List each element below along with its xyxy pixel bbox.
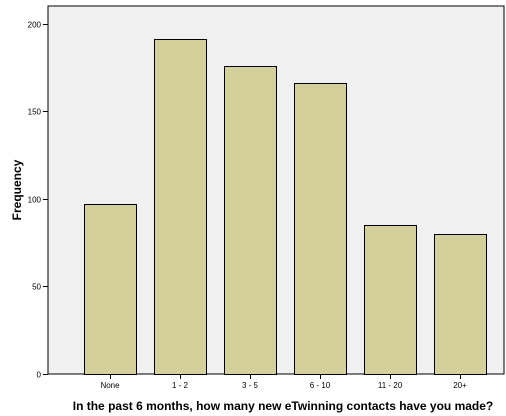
y-axis-label: Frequency — [10, 159, 24, 220]
bar — [434, 234, 487, 375]
bar — [224, 66, 277, 375]
x-tick-label: 6 - 10 — [310, 381, 331, 390]
y-tick-label: 150 — [28, 108, 42, 117]
y-axis: 0 50 100 150 200 — [28, 21, 48, 380]
x-axis-label: In the past 6 months, how many new eTwin… — [73, 399, 494, 413]
bars — [84, 39, 487, 375]
bar — [294, 83, 347, 375]
y-tick-label: 0 — [37, 371, 42, 380]
x-tick-label: 3 - 5 — [242, 381, 259, 390]
bar — [154, 39, 207, 375]
x-tick-label: None — [100, 381, 120, 390]
bar — [84, 204, 137, 375]
y-tick-label: 200 — [28, 21, 42, 30]
bar — [364, 225, 417, 375]
y-tick-label: 50 — [32, 283, 41, 292]
x-axis: None 1 - 2 3 - 5 6 - 10 11 - 20 20+ — [100, 374, 467, 390]
y-tick-label: 100 — [28, 196, 42, 205]
x-tick-label: 1 - 2 — [172, 381, 189, 390]
x-tick-label: 20+ — [453, 381, 467, 390]
x-tick-label: 11 - 20 — [378, 381, 403, 390]
